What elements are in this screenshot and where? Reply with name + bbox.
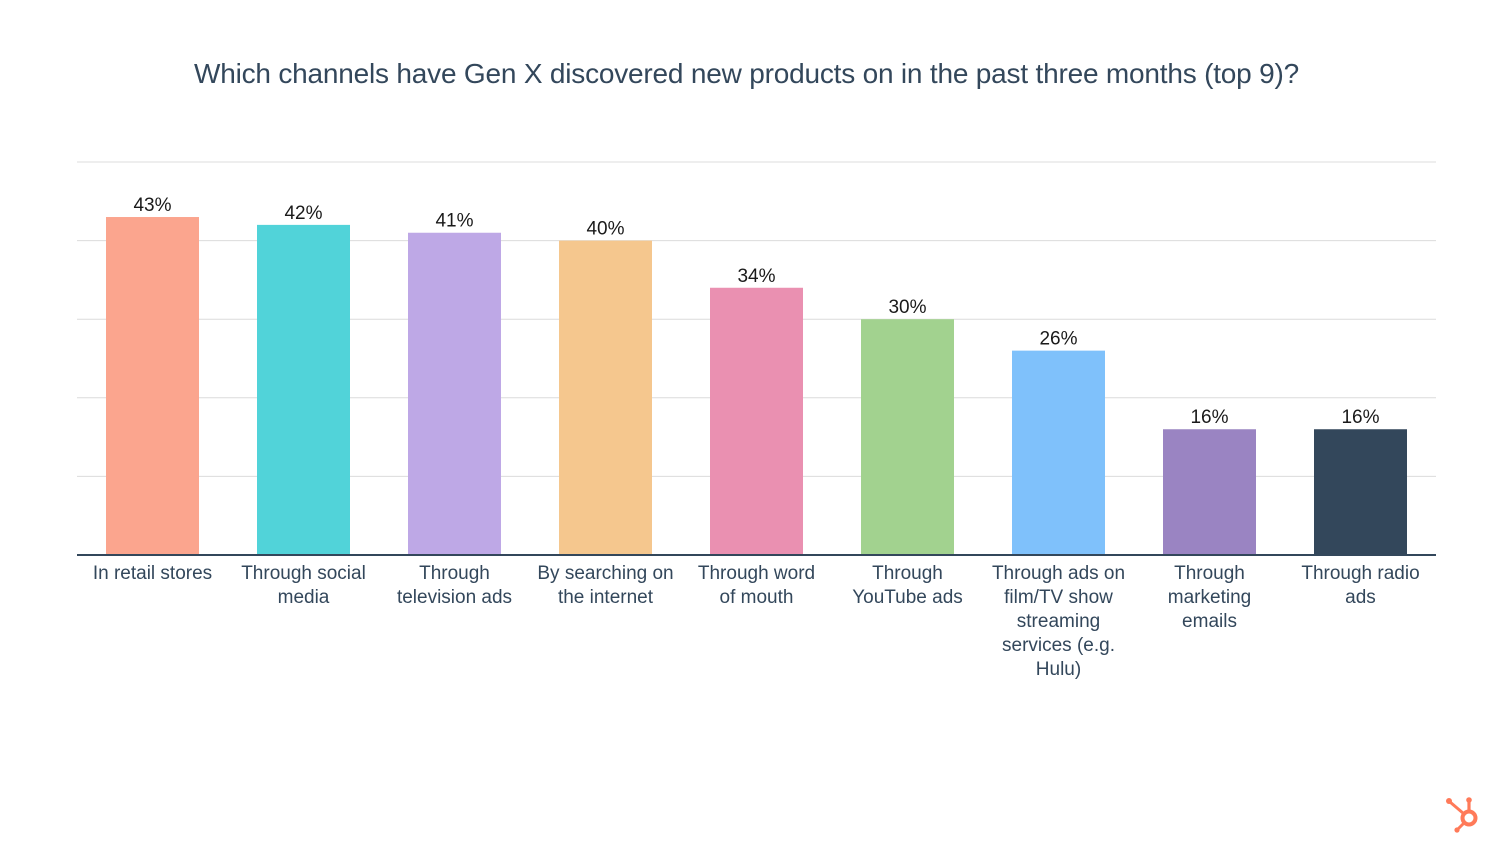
category-label: Through radio ads <box>1301 563 1419 608</box>
value-label: 41% <box>435 211 473 232</box>
bar <box>559 240 652 555</box>
value-label: 16% <box>1190 407 1228 428</box>
bar <box>1163 429 1256 555</box>
bar <box>1314 429 1407 555</box>
category-label-line: By searching on <box>537 563 673 584</box>
category-label: Through ads on film/TV show streaming servi… <box>992 563 1125 680</box>
category-label-line: television ads <box>397 587 512 608</box>
category-label-line: YouTube ads <box>852 587 963 608</box>
category-label-line: emails <box>1182 611 1237 632</box>
category-label-line: Through <box>419 563 490 584</box>
value-label: 26% <box>1039 329 1077 350</box>
category-label-line: Through radio <box>1301 563 1419 584</box>
category-label-line: Through ads on <box>992 563 1125 584</box>
category-label-line: the internet <box>558 587 654 608</box>
bars <box>106 217 1407 556</box>
category-label: Through YouTube ads <box>852 563 963 608</box>
category-label-line: services (e.g. <box>1002 635 1115 656</box>
category-labels: In retail stores Through social mediaThrou… <box>93 563 1420 680</box>
bar <box>408 232 501 556</box>
chart-title: Which channels have Gen X discovered new… <box>194 58 1299 89</box>
category-label-line: of mouth <box>720 587 794 608</box>
category-label-line: Through word <box>698 563 815 584</box>
bar <box>106 217 199 555</box>
value-label: 16% <box>1341 407 1379 428</box>
value-labels: 43% 42% 41% 40% 34% 30% 26% 16% 16% <box>133 195 1379 428</box>
bar <box>710 287 803 555</box>
category-label-line: Hulu) <box>1036 659 1081 680</box>
value-label: 42% <box>284 203 322 224</box>
category-label-line: Through <box>1174 563 1245 584</box>
value-label: 43% <box>133 195 171 216</box>
value-label: 30% <box>888 297 926 318</box>
category-label-line: In retail stores <box>93 563 212 584</box>
category-label-line: ads <box>1345 587 1376 608</box>
category-label: Through marketing emails <box>1168 563 1251 632</box>
category-label-line: streaming <box>1017 611 1100 632</box>
category-label-line: film/TV show <box>1004 587 1113 608</box>
bar <box>861 319 954 555</box>
hubspot-sprocket-icon <box>1446 797 1478 833</box>
value-label: 34% <box>737 266 775 287</box>
category-label: In retail stores <box>93 563 212 584</box>
bar <box>257 224 350 555</box>
bar <box>1012 350 1105 555</box>
category-label-line: Through social <box>241 563 366 584</box>
category-label: Through social media <box>241 563 366 608</box>
category-label: Through television ads <box>397 563 512 608</box>
category-label-line: media <box>278 587 330 608</box>
value-label: 40% <box>586 219 624 240</box>
category-label: By searching on the internet <box>537 563 673 608</box>
category-label-line: marketing <box>1168 587 1251 608</box>
category-label: Through word of mouth <box>698 563 815 608</box>
category-label-line: Through <box>872 563 943 584</box>
